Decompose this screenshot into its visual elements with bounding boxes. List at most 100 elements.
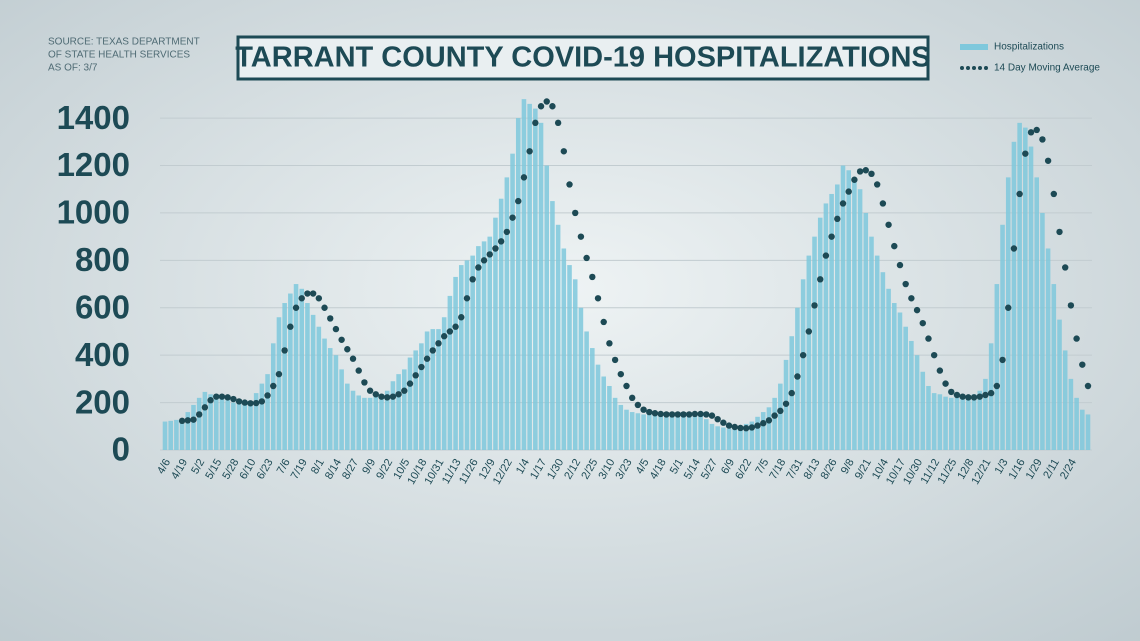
average-dot [327,315,334,322]
bar [373,396,379,450]
bar [555,224,561,450]
bar [1080,409,1085,450]
bar [931,393,937,450]
average-dot [549,103,556,110]
average-dot [366,387,374,394]
average-dot [429,347,436,354]
bar [213,395,219,450]
source-line: AS OF: 3/7 [48,63,98,74]
y-tick-label: 0 [112,431,130,468]
average-dot [959,393,966,400]
bar [515,118,521,451]
average-dot [492,245,499,252]
average-dot [714,415,721,423]
bar [749,421,755,450]
average-dot [1016,190,1023,198]
bar [208,394,213,450]
bar [880,272,886,450]
average-dot [1067,302,1075,309]
average-dot [680,411,687,418]
average-dot [372,391,380,398]
average-dot [703,411,710,418]
average-dot [384,394,391,401]
bar [487,236,493,450]
bar [327,348,333,450]
average-dot [617,370,625,378]
average-dot [458,314,465,321]
average-dot [1079,361,1086,368]
legend-swatch [960,44,988,50]
average-dot [577,233,585,240]
average-dot [623,382,630,390]
average-dot [748,424,756,431]
average-dot [515,197,522,205]
bar [960,396,965,450]
average-dot [572,209,579,217]
average-dot [395,391,402,398]
average-dot [1084,382,1092,390]
bar [527,103,532,451]
average-dot [589,273,596,281]
bar [755,416,760,450]
average-dot [344,346,351,353]
bar [1085,414,1091,450]
average-dot [788,389,795,397]
average-dot [657,410,664,418]
average-dot [355,367,362,374]
average-dot [828,233,835,240]
bar [1011,141,1017,450]
bar [578,307,584,450]
y-tick-label: 1400 [57,99,130,136]
average-dot [475,264,482,271]
average-dot [987,389,995,397]
average-dot [440,333,448,340]
average-dot [1062,264,1069,271]
average-dot [737,424,744,432]
bar [458,265,464,450]
average-dot [982,391,989,399]
bar [396,374,401,450]
average-dot [942,380,949,387]
bar [1034,177,1040,450]
average-dot [361,379,368,386]
average-dot [281,347,288,354]
bar [886,288,891,450]
average-dot [640,406,647,413]
bar [703,419,709,450]
bar [994,284,1000,450]
bar [624,409,629,450]
bar [476,246,481,450]
bar [635,413,641,450]
bar [812,236,817,450]
bar [1005,177,1011,450]
bar [601,376,606,450]
marks [162,98,1092,451]
average-dot [230,395,237,403]
title-box [236,35,930,81]
bar [384,390,390,450]
chart-title: TARRANT COUNTY COVID-19 HOSPITALIZATIONS [235,42,930,74]
bar [732,428,738,450]
bar [310,314,316,450]
bar [305,303,310,450]
average-dot [697,410,704,418]
average-dot [252,399,260,407]
average-dot [885,221,892,228]
average-dot [834,215,841,223]
bar [447,295,453,450]
bar [533,108,538,451]
bar [174,419,179,450]
bar [362,397,367,450]
bar [236,403,242,450]
bar [436,329,441,450]
bar [1074,397,1079,450]
bar [920,371,926,450]
average-dot [930,351,938,359]
average-dot [520,174,528,181]
average-dot [606,340,613,347]
bar [1040,212,1045,450]
average-dot [873,181,881,188]
bar [977,390,983,450]
average-dot [777,407,784,415]
average-dot [799,351,807,359]
